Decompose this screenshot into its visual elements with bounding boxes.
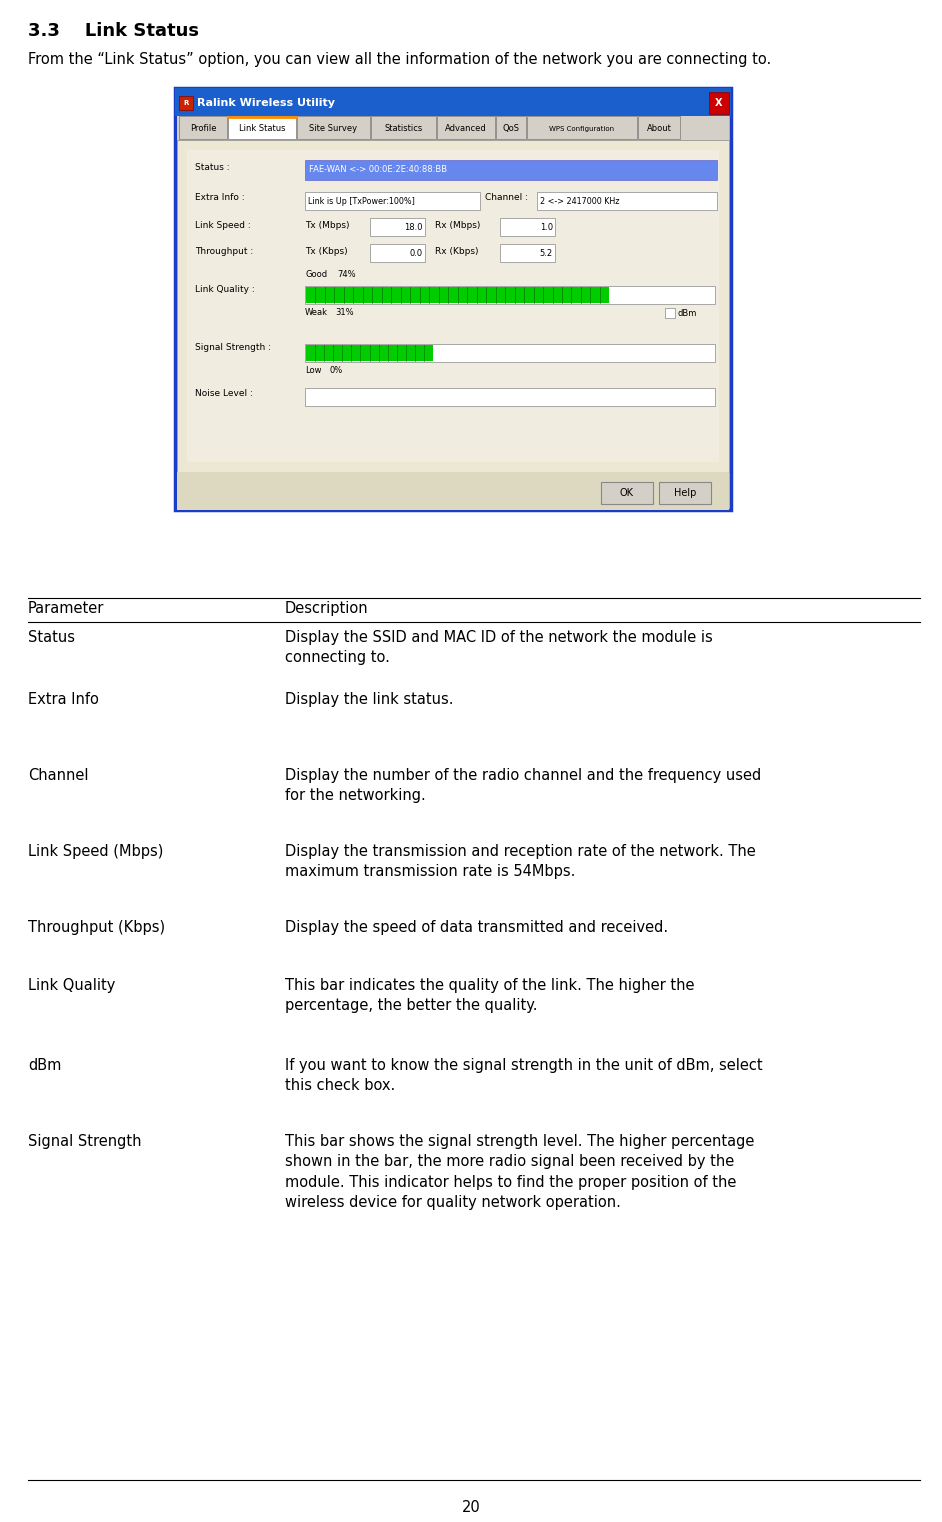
Text: Parameter: Parameter [28, 601, 105, 616]
Text: Weak: Weak [305, 307, 328, 317]
Text: 20: 20 [462, 1501, 480, 1514]
Text: This bar shows the signal strength level. The higher percentage
shown in the bar: This bar shows the signal strength level… [285, 1134, 755, 1210]
Text: 5.2: 5.2 [540, 248, 553, 257]
Text: dBm: dBm [678, 309, 697, 318]
Bar [370, 218, 425, 236]
Bar [496, 116, 526, 139]
Text: Profile: Profile [189, 123, 217, 132]
Text: R: R [184, 100, 188, 107]
Bar [665, 307, 675, 318]
Text: Throughput (Kbps): Throughput (Kbps) [28, 919, 165, 935]
Text: Link Speed :: Link Speed : [195, 222, 251, 230]
Text: 74%: 74% [337, 269, 356, 279]
Text: OK: OK [620, 489, 634, 498]
Text: Link Quality :: Link Quality : [195, 286, 254, 294]
Bar [437, 116, 495, 139]
Text: From the “Link Status” option, you can view all the information of the network y: From the “Link Status” option, you can v… [28, 52, 771, 67]
Bar [177, 140, 729, 472]
Text: Display the number of the radio channel and the frequency used
for the networkin: Display the number of the radio channel … [285, 769, 761, 804]
Bar [601, 482, 653, 504]
Text: QoS: QoS [502, 123, 519, 132]
Bar [537, 192, 717, 210]
Bar [306, 288, 609, 303]
Text: Extra Info :: Extra Info : [195, 193, 245, 202]
Text: 1.0: 1.0 [540, 222, 553, 231]
Text: Tx (Mbps): Tx (Mbps) [305, 222, 349, 230]
Bar [305, 160, 717, 180]
Text: FAE-WAN <-> 00:0E:2E:40:88:BB: FAE-WAN <-> 00:0E:2E:40:88:BB [309, 166, 447, 175]
Text: Signal Strength :: Signal Strength : [195, 344, 271, 353]
Text: Display the transmission and reception rate of the network. The
maximum transmis: Display the transmission and reception r… [285, 845, 755, 880]
Text: Link Speed (Mbps): Link Speed (Mbps) [28, 845, 163, 858]
Text: 2 <-> 2417000 KHz: 2 <-> 2417000 KHz [540, 196, 620, 205]
Text: X: X [715, 97, 723, 108]
Text: Extra Info: Extra Info [28, 693, 99, 708]
Bar [709, 91, 729, 114]
Text: Ralink Wireless Utility: Ralink Wireless Utility [197, 97, 335, 108]
Text: 18.0: 18.0 [404, 222, 423, 231]
Text: If you want to know the signal strength in the unit of dBm, select
this check bo: If you want to know the signal strength … [285, 1058, 763, 1093]
Text: Link Status: Link Status [238, 123, 285, 132]
Text: Rx (Mbps): Rx (Mbps) [435, 222, 480, 230]
Text: Low: Low [305, 365, 321, 374]
Bar [297, 116, 370, 139]
Bar [187, 151, 719, 463]
Text: About: About [646, 123, 672, 132]
Bar [228, 116, 296, 139]
Bar [638, 116, 680, 139]
Text: Tx (Kbps): Tx (Kbps) [305, 248, 348, 257]
Bar [177, 116, 729, 140]
Text: Link Quality: Link Quality [28, 979, 115, 992]
Bar [500, 218, 555, 236]
Bar [179, 96, 193, 110]
Text: dBm: dBm [28, 1058, 61, 1073]
Text: Help: Help [674, 489, 696, 498]
Text: Channel :: Channel : [485, 193, 528, 202]
Text: Rx (Kbps): Rx (Kbps) [435, 248, 479, 257]
Text: Advanced: Advanced [446, 123, 487, 132]
Bar [305, 286, 715, 304]
Text: Noise Level :: Noise Level : [195, 390, 252, 399]
Text: 31%: 31% [335, 307, 353, 317]
Text: Status: Status [28, 630, 75, 645]
Bar [370, 244, 425, 262]
Bar [179, 116, 227, 139]
Bar [371, 116, 436, 139]
Bar [175, 88, 731, 116]
Bar [500, 244, 555, 262]
Text: Channel: Channel [28, 769, 89, 782]
Text: Statistics: Statistics [384, 123, 423, 132]
Bar [306, 345, 433, 361]
Text: Display the link status.: Display the link status. [285, 693, 453, 708]
Text: Site Survey: Site Survey [309, 123, 358, 132]
Text: Display the speed of data transmitted and received.: Display the speed of data transmitted an… [285, 919, 668, 935]
Bar [527, 116, 637, 139]
Bar [305, 388, 715, 406]
Bar [305, 192, 480, 210]
Bar [175, 88, 731, 510]
Text: Description: Description [285, 601, 368, 616]
Bar [659, 482, 711, 504]
Text: Good: Good [305, 269, 327, 279]
Text: This bar indicates the quality of the link. The higher the
percentage, the bette: This bar indicates the quality of the li… [285, 979, 694, 1014]
Text: 0%: 0% [330, 365, 343, 374]
Bar [177, 472, 729, 510]
Text: Signal Strength: Signal Strength [28, 1134, 141, 1149]
Bar [305, 344, 715, 362]
Text: Status :: Status : [195, 163, 230, 172]
Text: Throughput :: Throughput : [195, 248, 253, 257]
Text: Link is Up [TxPower:100%]: Link is Up [TxPower:100%] [308, 196, 414, 205]
Text: Display the SSID and MAC ID of the network the module is
connecting to.: Display the SSID and MAC ID of the netwo… [285, 630, 713, 665]
Text: 3.3    Link Status: 3.3 Link Status [28, 21, 199, 40]
Text: 0.0: 0.0 [410, 248, 423, 257]
Text: WPS Configuration: WPS Configuration [549, 125, 614, 131]
